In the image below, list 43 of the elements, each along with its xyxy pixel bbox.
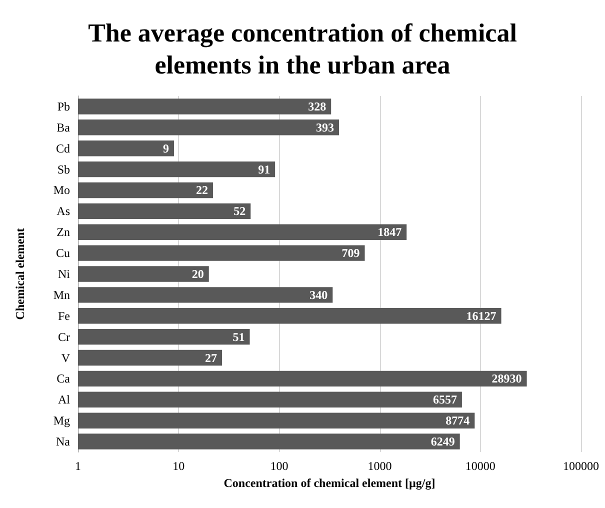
y-tick-label: Mo: [53, 183, 70, 198]
chart-title: The average concentration of chemical elements in the urban area: [88, 18, 517, 80]
x-tick-label: 10: [172, 459, 185, 473]
y-tick-label: Fe: [58, 308, 70, 323]
x-tick-label: 100: [270, 459, 288, 473]
y-tick-label: As: [56, 204, 70, 218]
data-label: 6249: [430, 434, 455, 449]
data-label: 6557: [432, 392, 457, 407]
y-tick-label: Pb: [57, 99, 70, 114]
y-tick-label: Cu: [56, 246, 70, 260]
y-tick-label: Cr: [58, 330, 70, 344]
data-label: 16127: [466, 308, 496, 323]
x-tick-label: 100000: [563, 459, 599, 473]
y-tick-label: Ca: [56, 372, 71, 386]
data-label: 52: [234, 204, 246, 218]
data-label: 27: [204, 350, 217, 365]
y-tick-label: Zn: [56, 225, 70, 240]
data-label: 20: [192, 267, 204, 281]
data-label: 393: [316, 120, 334, 134]
data-label: 28930: [492, 372, 522, 386]
x-axis-title: Concentration of chemical element [µg/g]: [224, 476, 436, 490]
y-tick-label: Cd: [56, 141, 70, 156]
data-label: 8774: [446, 414, 470, 428]
y-tick-label: Al: [58, 392, 71, 407]
x-tick-label: 10000: [465, 459, 496, 473]
data-label: 22: [196, 183, 208, 198]
data-label: 340: [310, 288, 328, 302]
y-tick-label: Sb: [57, 162, 70, 176]
data-label: 51: [232, 330, 245, 344]
y-tick-label: Ni: [58, 267, 71, 281]
y-tick-label: Ba: [56, 120, 71, 134]
x-tick-label: 1000: [368, 459, 392, 473]
y-tick-label: Na: [56, 434, 71, 449]
x-tick-label: 1: [75, 459, 81, 473]
y-tick-label: Mg: [53, 414, 70, 428]
data-label: 328: [308, 99, 326, 114]
data-label: 91: [258, 162, 270, 176]
y-axis-title: Chemical element: [13, 228, 27, 320]
data-label: 1847: [378, 225, 402, 240]
data-label: 9: [162, 141, 169, 156]
y-tick-label: Mn: [53, 288, 70, 302]
data-label: 709: [342, 246, 360, 260]
y-tick-label: V: [61, 350, 70, 365]
